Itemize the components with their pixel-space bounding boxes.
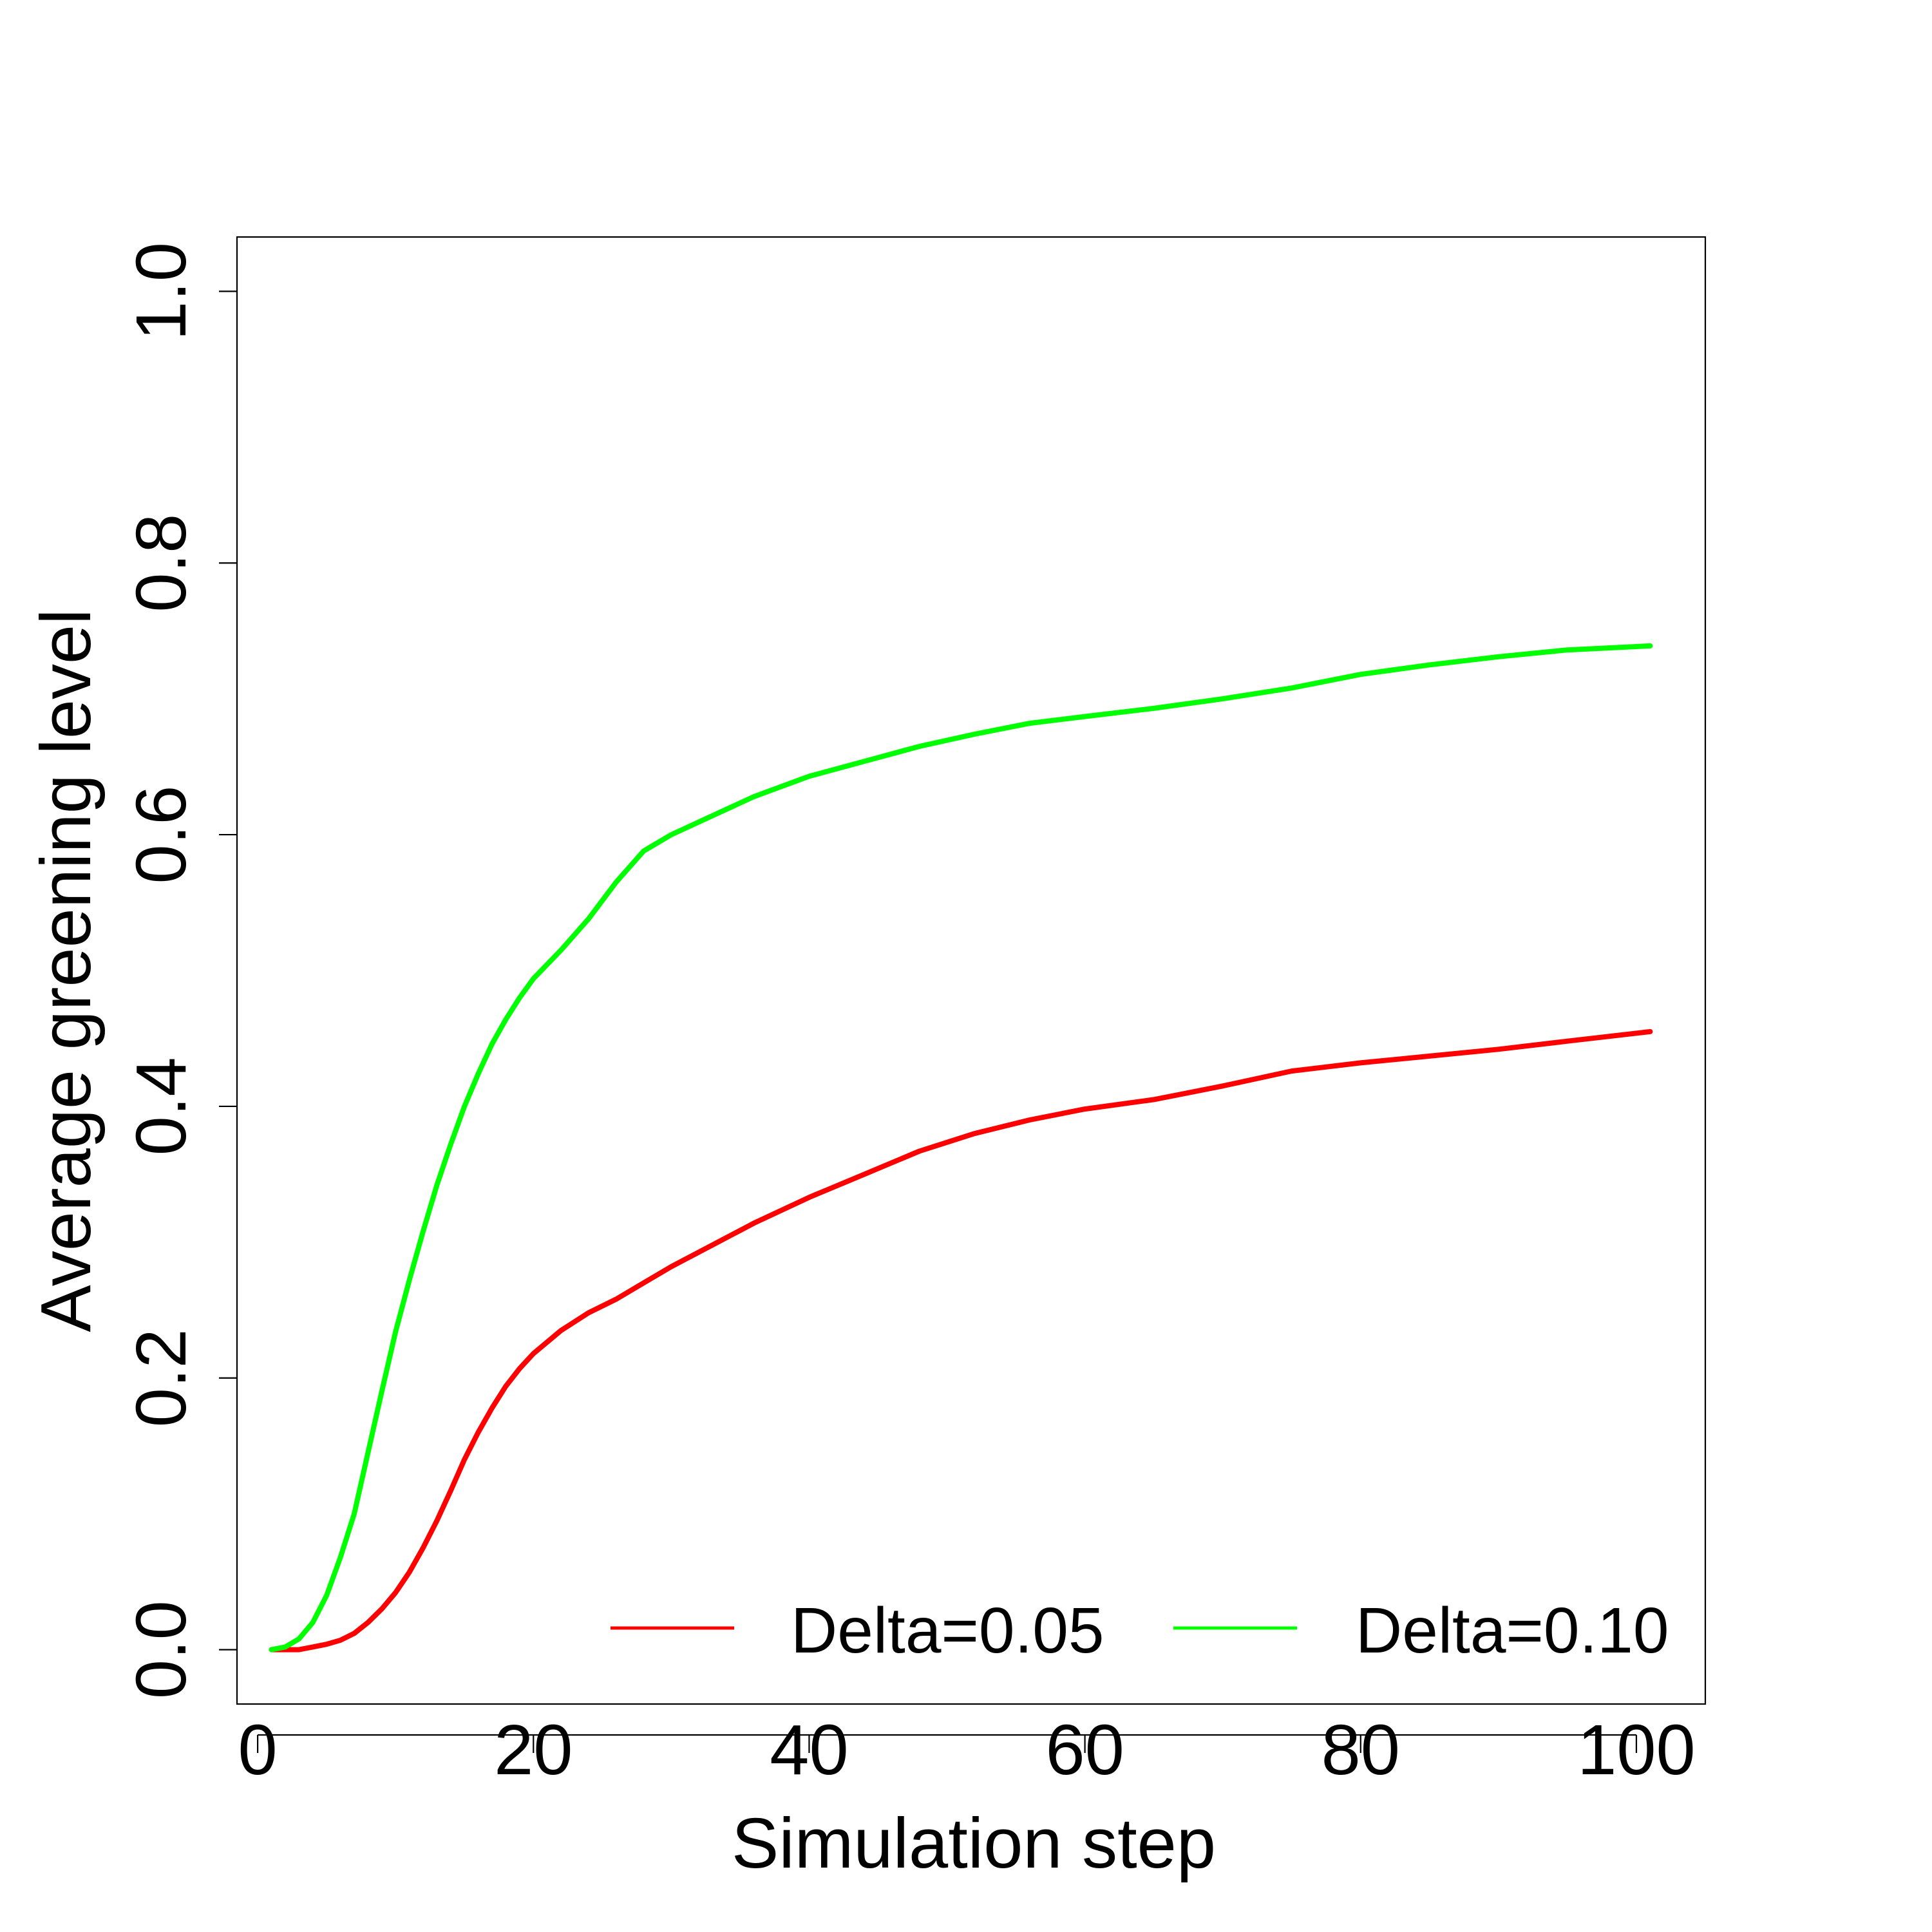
series-line xyxy=(269,1028,1653,1653)
y-tick-label: 1.0 xyxy=(122,242,201,341)
y-tick-label: 0.6 xyxy=(122,786,201,884)
x-tick-label: 80 xyxy=(1321,1710,1400,1790)
plot-frame xyxy=(236,236,1707,1705)
y-tick-label: 0.0 xyxy=(122,1600,201,1699)
x-tick-label: 60 xyxy=(1045,1710,1124,1790)
x-tick-label: 20 xyxy=(494,1710,573,1790)
y-tick-label: 0.2 xyxy=(122,1329,201,1427)
x-tick-label: 100 xyxy=(1577,1710,1696,1790)
y-axis-label: Average greening level xyxy=(26,609,106,1332)
y-tick-label: 0.4 xyxy=(122,1057,201,1155)
legend: Delta=0.05 Delta=0.10 xyxy=(611,1595,1669,1667)
x-tick-label: 0 xyxy=(238,1710,278,1790)
y-tick-label: 0.8 xyxy=(122,514,201,612)
series-line xyxy=(269,643,1653,1653)
legend-label: Delta=0.05 xyxy=(791,1595,1104,1667)
legend-label: Delta=0.10 xyxy=(1356,1595,1669,1667)
axes: 0 20 40 60 80 100 0.0 0.2 0.4 0.6 0.8 1.0 xyxy=(122,242,1696,1790)
series-group xyxy=(269,643,1653,1653)
x-tick-label: 40 xyxy=(770,1710,848,1790)
x-axis-label: Simulation step xyxy=(732,1804,1216,1883)
